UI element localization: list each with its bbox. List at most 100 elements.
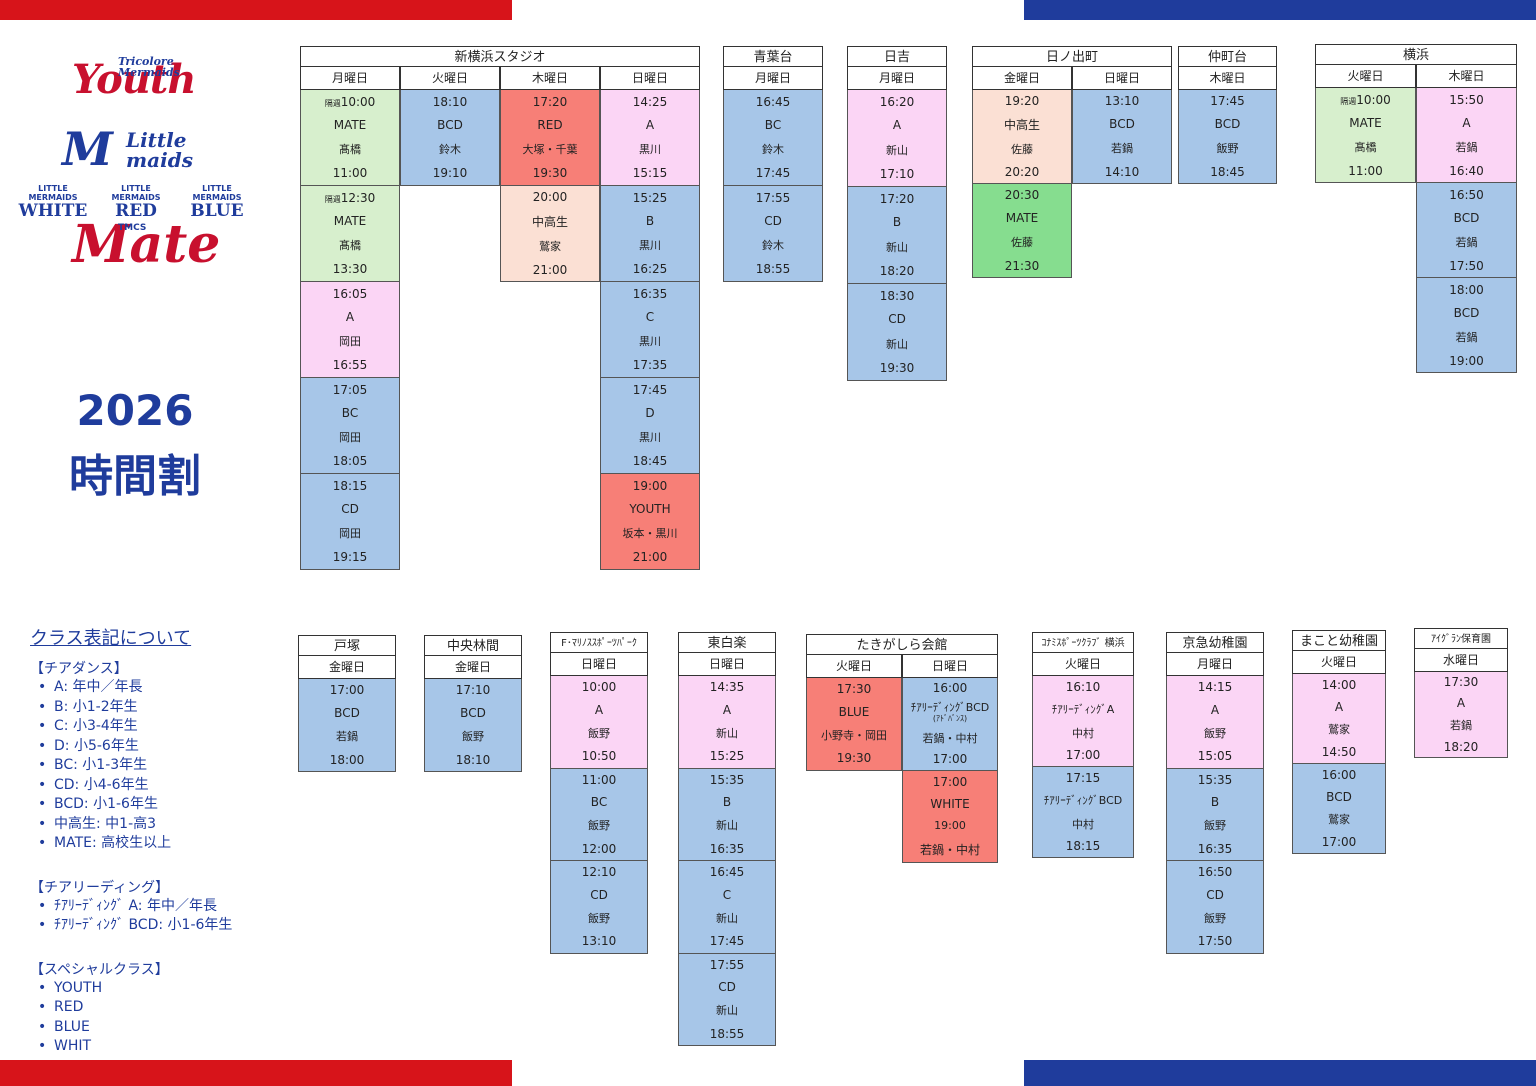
slot-class: D (645, 405, 655, 420)
day-header-row: 水曜日 (1414, 649, 1508, 672)
day-header: 日曜日 (678, 653, 776, 676)
slot-teacher: 飯野 (1204, 726, 1226, 740)
legend-item: MATE: 高校生以上 (30, 834, 270, 854)
legend-item: 中高生: 中1-高3 (30, 815, 270, 835)
slot-end-time: 21:30 (1004, 258, 1040, 273)
venue-table: 中央林間 金曜日 17:10 BCD 飯野 18:10 (424, 635, 522, 772)
venue-name: 日ノ出町 (972, 46, 1172, 67)
slot-columns: 17:00 BCD 若鍋 18:00 (298, 679, 396, 772)
legend-item: D: 小5-6年生 (30, 737, 270, 757)
slot-end-time: 13:10 (581, 934, 617, 949)
day-header: 金曜日 (424, 656, 522, 679)
slot-columns: 隔週10:00 MATE 髙橋 11:00 隔週12:30 MATE 髙橋 13:30 16:0… (300, 90, 700, 570)
slot-start-time: 17:20 (532, 94, 568, 109)
legend-item: B: 小1-2年生 (30, 698, 270, 718)
day-column: 16:45 BC 鈴木 17:45 17:55 CD 鈴木 18:55 (723, 90, 823, 282)
day-column: 17:00 BCD 若鍋 18:00 (298, 679, 396, 772)
slot-class: MATE (1005, 211, 1039, 226)
venue-table: 東白楽 日曜日 14:35 A 新山 15:25 15:35 B 新山 16:35 16:45 C 新山… (678, 632, 776, 1046)
slot-class: C (722, 887, 732, 902)
top-left-red-bar (0, 0, 512, 20)
slot-start-time: 16:35 (632, 286, 668, 301)
slot-end-time: 18:20 (1443, 739, 1479, 754)
slot-class: ﾁｱﾘｰﾃﾞｨﾝｸﾞBCD (1043, 794, 1123, 808)
day-column: 隔週10:00 MATE 髙橋 11:00 (1315, 88, 1416, 183)
day-header-row: 日曜日 (678, 653, 776, 676)
class-slot: 13:10 BCD 若鍋 14:10 (1072, 90, 1172, 184)
slot-start-time: 15:35 (709, 772, 745, 787)
day-header: 日曜日 (902, 655, 998, 678)
slot-end-time: 17:10 (879, 167, 915, 182)
slot-start-time: 17:05 (332, 382, 368, 397)
lm-blue-logo: LITTLE MERMAIDS BLUE (178, 184, 256, 220)
venue-name: たきがしら会館 (806, 634, 998, 655)
day-header-row: 月曜日 火曜日 木曜日 日曜日 (300, 67, 700, 90)
slot-class: 中高生 (1003, 118, 1040, 132)
slot-start-time: 17:45 (632, 382, 668, 397)
class-slot: 16:20 A 新山 17:10 (847, 90, 947, 187)
slot-start-time: 16:00 (1321, 767, 1357, 782)
lm-white-label: WHITE (18, 201, 88, 221)
slot-start-time: 隔週10:00 (1340, 93, 1391, 107)
slot-teacher: 小野寺・岡田 (821, 728, 887, 742)
class-slot: 20:00 中高生 鷲家 21:00 (500, 186, 600, 282)
class-slot: 19:00 YOUTH 坂本・黒川 21:00 (600, 474, 700, 570)
slot-end-time: 15:25 (709, 749, 745, 764)
class-slot: 17:20 RED 大塚・千葉 19:30 (500, 90, 600, 186)
slot-end-time: 18:45 (632, 454, 668, 469)
slot-end-time: 21:00 (632, 550, 668, 565)
slot-class: CD (764, 213, 782, 228)
slot-teacher: 髙橋 (1354, 140, 1377, 154)
legend-heading: 【チアリーディング】 (30, 879, 170, 896)
day-column: 14:00 A 鷲家 14:50 16:00 BCD 鷲家 17:00 (1292, 674, 1386, 854)
day-header-row: 月曜日 (847, 67, 947, 90)
slot-start-time: 14:15 (1197, 680, 1233, 695)
slot-end-time: 17:00 (932, 752, 968, 767)
class-slot: 14:15 A 飯野 15:05 (1166, 676, 1264, 769)
day-column: 10:00 A 飯野 10:50 11:00 BC 飯野 12:00 12:10 CD 飯野 13:1… (550, 676, 648, 954)
slot-class: CD (1206, 887, 1224, 902)
legend-item: C: 小3-4年生 (30, 717, 270, 737)
slot-end-time: 19:30 (836, 751, 872, 766)
venue-table: ｺﾅﾐｽﾎﾟｰﾂｸﾗﾌﾞ 横浜 火曜日 16:10 ﾁｱﾘｰﾃﾞｨﾝｸﾞA 中村 17:0… (1032, 632, 1134, 858)
class-slot: 16:50 CD 飯野 17:50 (1166, 861, 1264, 954)
legend-item: YOUTH (30, 979, 270, 999)
class-slot: 17:55 CD 新山 18:55 (678, 953, 776, 1046)
slot-class: MATE (333, 213, 367, 228)
day-column: 14:15 A 飯野 15:05 15:35 B 飯野 16:35 16:50 CD 飯野 17:50 (1166, 676, 1264, 954)
slot-end-time: 17:50 (1449, 258, 1484, 273)
venue-table: 新横浜スタジオ 月曜日 火曜日 木曜日 日曜日 隔週10:00 MATE 髙橋 11:00 隔週1… (300, 46, 700, 570)
slot-teacher: 大塚・千葉 (522, 143, 578, 157)
slot-teacher: 新山 (716, 726, 738, 740)
day-header: 日曜日 (1072, 67, 1172, 90)
slot-teacher: 新山 (886, 337, 908, 351)
legend-item: A: 年中／年長 (30, 678, 270, 698)
slot-end-time: 20:20 (1004, 165, 1040, 179)
slot-columns: 16:20 A 新山 17:10 17:20 B 新山 18:20 18:30 CD 新山 19:30 (847, 90, 947, 381)
slot-teacher: 飯野 (1204, 819, 1226, 833)
slot-teacher: 黒川 (639, 431, 661, 445)
class-slot: 17:00 WHITE 19:00 若鍋・中村 (902, 770, 998, 863)
slot-start-time: 18:00 (1449, 282, 1484, 297)
venue-table: 日ノ出町 金曜日 日曜日 19:20 中高生 佐藤 20:20 20:30 MATE 佐藤 21:3… (972, 46, 1172, 278)
slot-start-time-value: 12:30 (340, 190, 376, 205)
slot-teacher: 飯野 (1204, 911, 1226, 925)
venue-table: 仲町台 木曜日 17:45 BCD 飯野 18:45 (1178, 46, 1277, 184)
slot-start-time: 16:05 (332, 286, 368, 301)
tmcs-logo-text: TMCS (118, 223, 147, 233)
class-slot: 12:10 CD 飯野 13:10 (550, 861, 648, 954)
slot-start-time: 16:50 (1449, 187, 1484, 202)
slot-start-time: 17:00 (932, 774, 968, 789)
slot-start-time: 12:10 (581, 865, 617, 880)
youth-logo: Youth (72, 56, 196, 103)
slot-class: BCD (1109, 117, 1135, 132)
day-header: 火曜日 (1032, 653, 1134, 676)
class-slot: 17:45 D 黒川 18:45 (600, 378, 700, 474)
slot-class: BCD (460, 705, 486, 720)
lm-red-small: LITTLE MERMAIDS (111, 184, 161, 202)
slot-columns: 17:10 BCD 飯野 18:10 (424, 679, 522, 772)
slot-teacher: 飯野 (588, 726, 610, 740)
slot-class: A (892, 118, 902, 133)
venue-name: 日吉 (847, 46, 947, 67)
slot-class-sub: (ｱﾄﾞﾊﾞﾝｽ) (932, 713, 968, 723)
